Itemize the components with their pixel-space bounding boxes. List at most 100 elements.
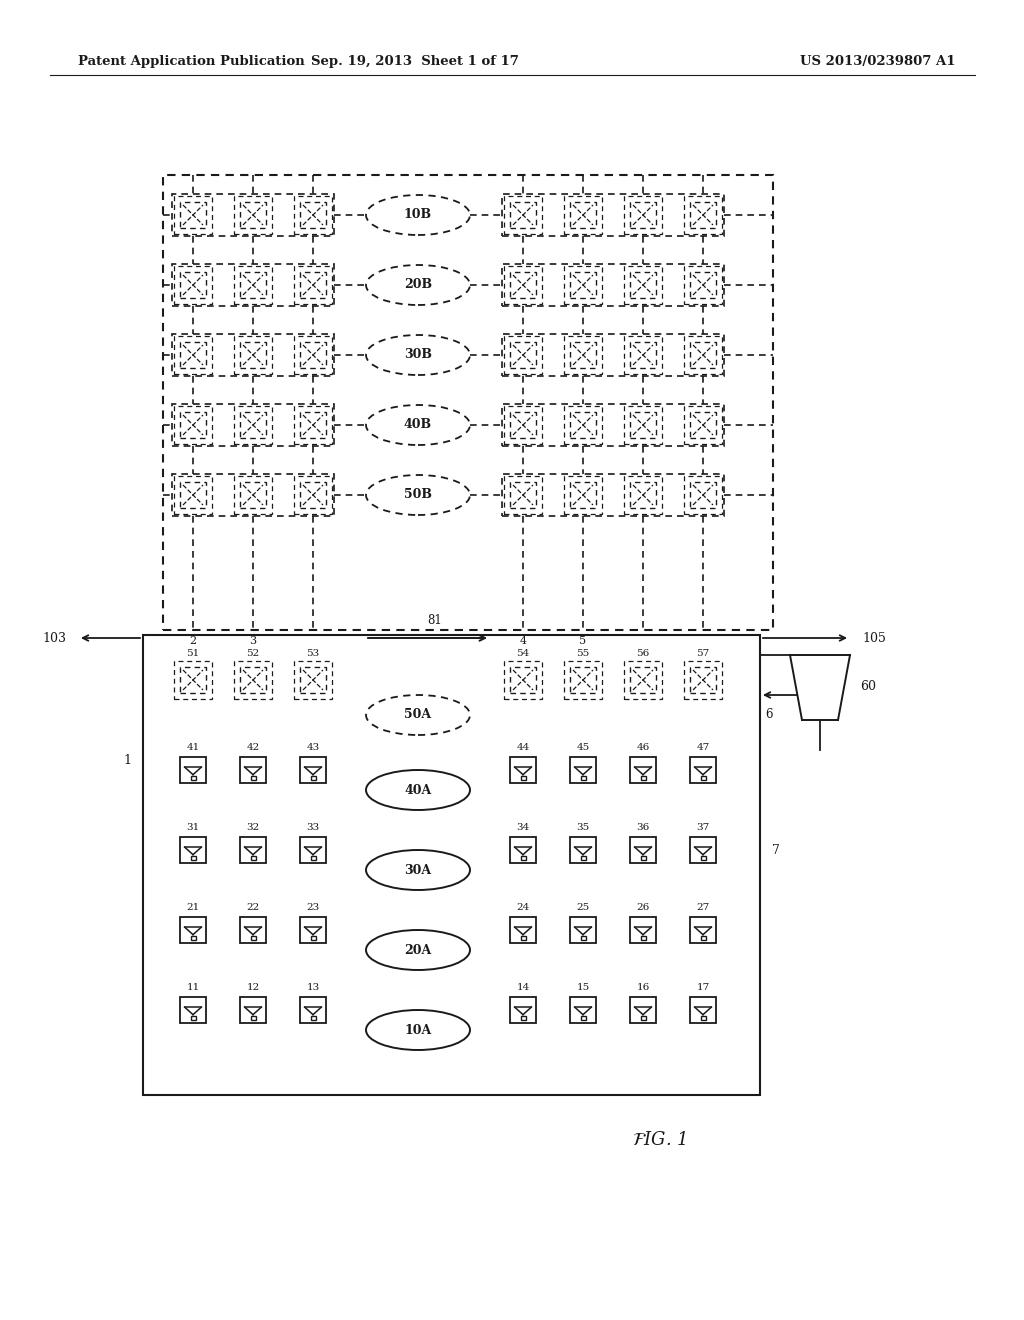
Bar (251, 855, 256, 859)
Text: 12: 12 (247, 983, 260, 993)
Text: 11: 11 (186, 983, 200, 993)
Text: 40A: 40A (404, 784, 432, 796)
Bar (690, 412, 716, 438)
Bar (240, 202, 266, 228)
Text: 55: 55 (577, 648, 590, 657)
Text: 42: 42 (247, 743, 260, 752)
Text: 103: 103 (42, 631, 66, 644)
Text: 1: 1 (123, 754, 131, 767)
Text: 10A: 10A (404, 1023, 432, 1036)
Text: 54: 54 (516, 648, 529, 657)
Bar (180, 202, 206, 228)
Bar (310, 776, 315, 780)
Bar (240, 917, 266, 942)
Bar (502, 334, 724, 376)
Bar (502, 194, 724, 236)
Bar (624, 195, 662, 234)
Bar (190, 776, 196, 780)
Bar (700, 776, 706, 780)
Bar (300, 837, 326, 863)
Ellipse shape (366, 265, 470, 305)
Bar (180, 997, 206, 1023)
Bar (300, 272, 326, 298)
Bar (174, 407, 212, 444)
Bar (300, 667, 326, 693)
Bar (300, 997, 326, 1023)
Text: 4: 4 (519, 636, 526, 645)
Text: 43: 43 (306, 743, 319, 752)
Bar (510, 272, 536, 298)
Bar (510, 917, 536, 942)
Bar (234, 477, 272, 513)
Bar (581, 936, 586, 940)
Text: 5: 5 (580, 636, 587, 645)
Bar (174, 477, 212, 513)
Bar (510, 482, 536, 508)
Bar (684, 195, 722, 234)
Text: 35: 35 (577, 824, 590, 833)
Text: 32: 32 (247, 824, 260, 833)
Bar (294, 195, 332, 234)
Bar (624, 267, 662, 304)
Bar (310, 855, 315, 859)
Ellipse shape (366, 931, 470, 970)
Bar (690, 837, 716, 863)
Text: 50B: 50B (404, 488, 432, 502)
Bar (504, 337, 542, 374)
Text: 15: 15 (577, 983, 590, 993)
Bar (700, 855, 706, 859)
Text: $\mathcal{F}$IG. 1: $\mathcal{F}$IG. 1 (632, 1131, 686, 1148)
Text: 31: 31 (186, 824, 200, 833)
Bar (570, 837, 596, 863)
Bar (300, 917, 326, 942)
Bar (624, 661, 662, 700)
Bar (180, 272, 206, 298)
Text: 81: 81 (428, 615, 442, 627)
Ellipse shape (366, 770, 470, 810)
Bar (684, 661, 722, 700)
Bar (684, 477, 722, 513)
Text: 30B: 30B (404, 348, 432, 362)
Text: 10B: 10B (403, 209, 432, 222)
Ellipse shape (366, 850, 470, 890)
Bar (300, 342, 326, 368)
Bar (294, 661, 332, 700)
Bar (143, 635, 760, 1096)
Text: 24: 24 (516, 903, 529, 912)
Bar (510, 342, 536, 368)
Text: 46: 46 (636, 743, 649, 752)
Bar (570, 997, 596, 1023)
Bar (630, 272, 656, 298)
Bar (570, 482, 596, 508)
Bar (564, 661, 602, 700)
Bar (630, 482, 656, 508)
Bar (570, 756, 596, 783)
Bar (240, 412, 266, 438)
Bar (570, 272, 596, 298)
Bar (570, 342, 596, 368)
Bar (504, 407, 542, 444)
Text: 50A: 50A (404, 709, 431, 722)
Bar (640, 1015, 645, 1019)
Bar (630, 756, 656, 783)
Bar (690, 272, 716, 298)
Bar (172, 194, 334, 236)
Bar (502, 404, 724, 446)
Bar (564, 195, 602, 234)
Bar (510, 202, 536, 228)
Bar (172, 334, 334, 376)
Text: 13: 13 (306, 983, 319, 993)
Bar (640, 776, 645, 780)
Bar (240, 667, 266, 693)
Ellipse shape (366, 475, 470, 515)
Text: 47: 47 (696, 743, 710, 752)
Bar (510, 997, 536, 1023)
Text: 20A: 20A (404, 944, 432, 957)
Ellipse shape (366, 1010, 470, 1049)
Bar (172, 404, 334, 446)
Bar (684, 267, 722, 304)
Text: 23: 23 (306, 903, 319, 912)
Bar (180, 837, 206, 863)
Text: 41: 41 (186, 743, 200, 752)
Text: 7: 7 (772, 843, 780, 857)
